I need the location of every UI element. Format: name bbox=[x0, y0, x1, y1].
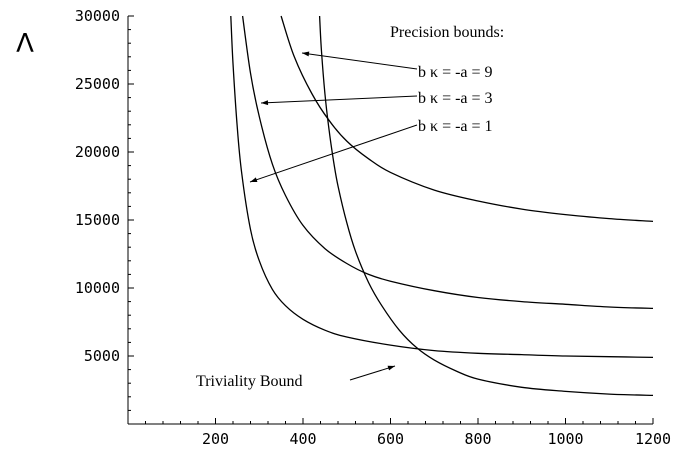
label-bk9-arrow bbox=[301, 51, 418, 70]
label-bk9-text: b κ = -a = 9 bbox=[418, 64, 493, 81]
y-tick-label: 20000 bbox=[75, 143, 120, 161]
label-bk1-arrow bbox=[249, 124, 418, 183]
precision-bound-3-curve bbox=[241, 15, 654, 310]
label-bk3-text: b κ = -a = 3 bbox=[418, 90, 493, 107]
annotations: Precision bounds: b κ = -a = 9 b κ = -a = … bbox=[196, 24, 504, 390]
x-tick-label: 200 bbox=[202, 430, 229, 448]
x-tick-label: 800 bbox=[464, 430, 491, 448]
x-tick-label: 1200 bbox=[635, 430, 671, 448]
x-tick-label: 400 bbox=[289, 430, 316, 448]
label-triviality-text: Triviality Bound bbox=[196, 373, 303, 390]
x-tick-label: 1000 bbox=[547, 430, 583, 448]
precision-bound-1-curve bbox=[230, 15, 654, 359]
axes: 200 400 600 800 1000 1200 5000 10000 15000 20000 2… bbox=[16, 7, 671, 448]
label-bk1-text: b κ = -a = 1 bbox=[418, 118, 493, 135]
label-bk3-arrow bbox=[260, 95, 418, 106]
label-triviality-arrow bbox=[349, 365, 396, 381]
triviality-bound-curve bbox=[318, 15, 654, 397]
y-axis-label: Λ bbox=[16, 29, 34, 59]
y-tick-label: 5000 bbox=[84, 347, 120, 365]
legend-title-text: Precision bounds: bbox=[390, 24, 504, 41]
precision-bound-9-curve bbox=[280, 15, 654, 223]
y-tick-label: 25000 bbox=[75, 75, 120, 93]
y-tick-label: 15000 bbox=[75, 211, 120, 229]
y-tick-label: 10000 bbox=[75, 279, 120, 297]
x-tick-label: 600 bbox=[377, 430, 404, 448]
curves bbox=[230, 15, 654, 397]
y-tick-label: 30000 bbox=[75, 7, 120, 25]
